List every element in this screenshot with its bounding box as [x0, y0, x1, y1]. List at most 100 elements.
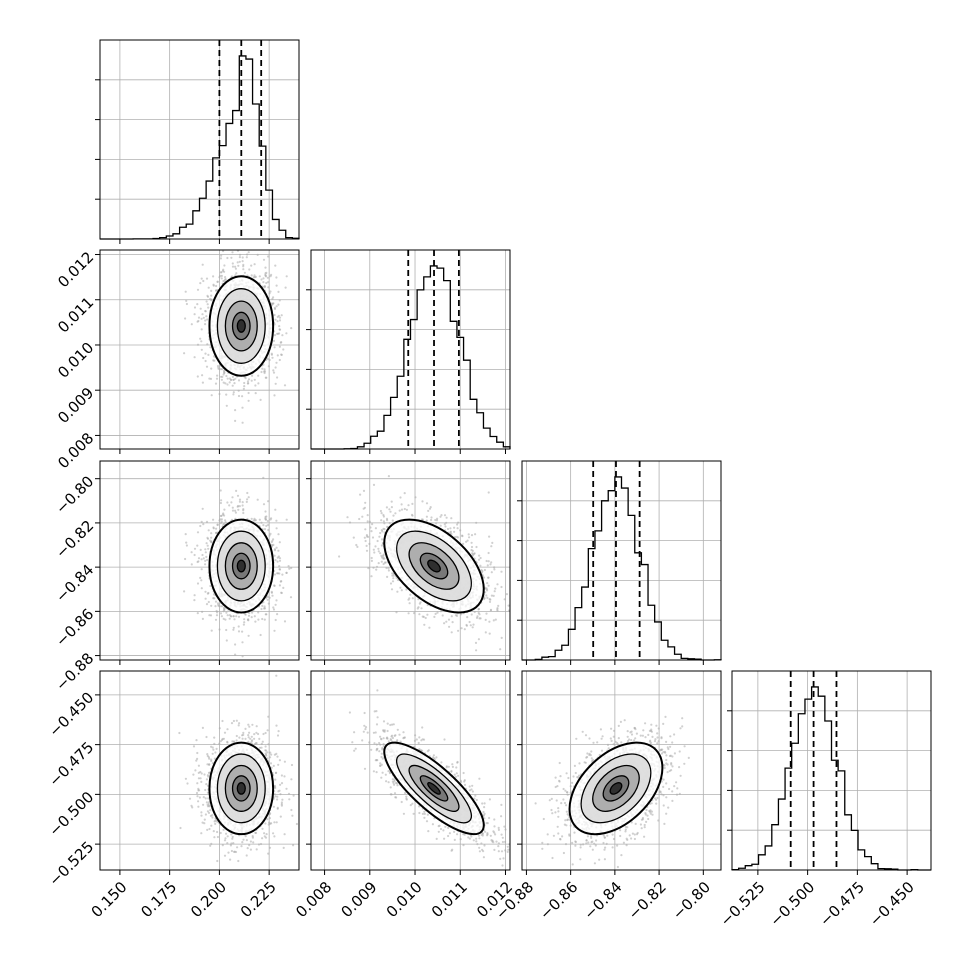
scatter-point: [211, 394, 213, 396]
scatter-point: [261, 743, 263, 745]
scatter-point: [215, 619, 217, 621]
scatter-point: [242, 264, 244, 266]
scatter-point: [238, 625, 240, 627]
scatter-point: [370, 575, 372, 577]
scatter-point: [275, 366, 277, 368]
scatter-point: [197, 560, 199, 562]
scatter-point: [381, 530, 383, 532]
scatter-point: [262, 524, 264, 526]
scatter-point: [444, 514, 446, 516]
scatter-point: [285, 287, 287, 289]
scatter-point: [270, 822, 272, 824]
scatter-point: [379, 552, 381, 554]
panel-2-1: [306, 461, 510, 665]
scatter-point: [220, 368, 222, 370]
scatter-point: [235, 272, 237, 274]
scatter-point: [372, 567, 374, 569]
scatter-point: [269, 359, 271, 361]
scatter-point: [487, 577, 489, 579]
scatter-point: [395, 611, 397, 613]
scatter-point: [206, 603, 208, 605]
scatter-point: [488, 560, 490, 562]
scatter-point: [273, 630, 275, 632]
scatter-point: [231, 251, 233, 253]
scatter-point: [239, 501, 241, 503]
scatter-point: [382, 514, 384, 516]
scatter-point: [210, 368, 212, 370]
scatter-point: [212, 284, 214, 286]
scatter-point: [479, 565, 481, 567]
scatter-point: [251, 518, 253, 520]
scatter-point: [346, 516, 348, 518]
scatter-point: [273, 608, 275, 610]
scatter-point: [224, 382, 226, 384]
scatter-point: [412, 597, 414, 599]
scatter-point: [274, 308, 276, 310]
scatter-point: [185, 533, 187, 535]
scatter-point: [207, 303, 209, 305]
scatter-point: [254, 379, 256, 381]
scatter-point: [369, 521, 371, 523]
scatter-point: [369, 526, 371, 528]
scatter-point: [237, 261, 239, 263]
scatter-point: [220, 499, 222, 501]
scatter-point: [221, 720, 223, 722]
scatter-point: [267, 716, 269, 718]
scatter-point: [277, 764, 279, 766]
scatter-point: [223, 264, 225, 266]
scatter-point: [288, 568, 290, 570]
contour-level-4: [237, 560, 245, 572]
scatter-point: [386, 518, 388, 520]
scatter-point: [353, 537, 355, 539]
scatter-point: [254, 519, 256, 521]
scatter-point: [226, 405, 228, 407]
scatter-point: [232, 376, 234, 378]
scatter-point: [233, 391, 235, 393]
scatter-point: [448, 619, 450, 621]
scatter-point: [208, 529, 210, 531]
scatter-point: [485, 619, 487, 621]
scatter-point: [215, 383, 217, 385]
scatter-point: [263, 503, 265, 505]
scatter-point: [275, 675, 277, 677]
scatter-point: [420, 607, 422, 609]
scatter-point: [452, 621, 454, 623]
scatter-point: [264, 749, 266, 751]
scatter-point: [226, 741, 228, 743]
scatter-point: [269, 534, 271, 536]
scatter-point: [449, 527, 451, 529]
scatter-point: [267, 743, 269, 745]
scatter-point: [185, 300, 187, 302]
scatter-point: [229, 377, 231, 379]
scatter-point: [385, 561, 387, 563]
scatter-point: [471, 613, 473, 615]
scatter-point: [183, 590, 185, 592]
scatter-point: [279, 299, 281, 301]
scatter-point: [279, 346, 281, 348]
scatter-point: [474, 533, 476, 535]
scatter-point: [267, 500, 269, 502]
scatter-point: [185, 778, 187, 780]
scatter-point: [238, 630, 240, 632]
scatter-point: [500, 571, 502, 573]
scatter-point: [279, 328, 281, 330]
scatter-point: [248, 251, 250, 253]
scatter-point: [205, 598, 207, 600]
scatter-point: [284, 384, 286, 386]
scatter-point: [208, 805, 210, 807]
scatter-point: [254, 263, 256, 265]
scatter-point: [278, 565, 280, 567]
scatter-point: [239, 256, 241, 258]
scatter-point: [371, 557, 373, 559]
scatter-point: [202, 508, 204, 510]
scatter-point: [440, 525, 442, 527]
scatter-point: [488, 585, 490, 587]
scatter-point: [248, 268, 250, 270]
scatter-point: [468, 536, 470, 538]
scatter-point: [251, 274, 253, 276]
scatter-point: [444, 525, 446, 527]
scatter-point: [489, 563, 491, 565]
scatter-point: [286, 519, 288, 521]
scatter-point: [200, 549, 202, 551]
scatter-point: [196, 782, 198, 784]
